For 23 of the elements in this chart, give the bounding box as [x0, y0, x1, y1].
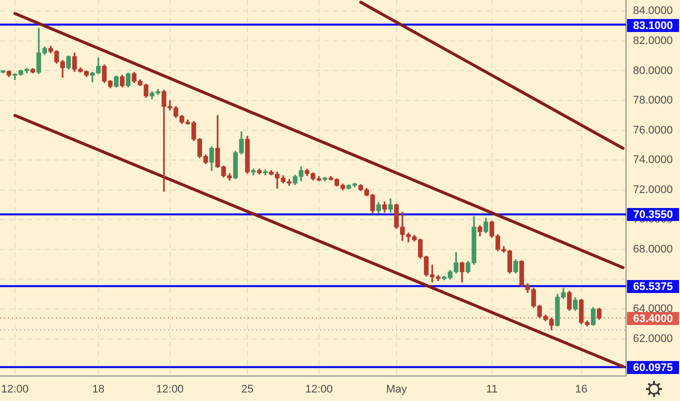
x-tick-label: May	[386, 384, 408, 396]
y-tick-label: 62.0000	[633, 332, 673, 345]
x-tick-label: 18	[92, 384, 104, 396]
ref-line-label: 65.5375	[633, 281, 673, 294]
x-tick-label: 12:00	[156, 384, 184, 396]
y-tick-label: 72.0000	[633, 184, 673, 196]
x-tick-label: 25	[241, 384, 254, 396]
y-tick-label: 84.0000	[633, 5, 673, 18]
y-tick-label: 76.0000	[633, 124, 673, 136]
y-tick-label: 78.0000	[633, 94, 673, 107]
ref-line-label: 83.1000	[633, 20, 673, 32]
y-tick-label: 74.0000	[633, 154, 673, 166]
ref-line-label: 70.3550	[633, 209, 673, 222]
y-tick-label: 82.0000	[633, 34, 673, 47]
y-tick-label: 64.0000	[633, 303, 673, 316]
y-tick-label: 68.0000	[633, 243, 673, 256]
x-tick-label: 12:00	[1, 384, 29, 396]
y-tick-label: 80.0000	[633, 64, 673, 77]
x-tick-label: 12:00	[305, 384, 333, 396]
x-tick-label: 16	[575, 384, 588, 396]
ref-line-label: 60.0975	[633, 362, 673, 374]
x-tick-label: 11	[486, 384, 498, 396]
ref-line-label: 63.4000	[633, 313, 673, 326]
